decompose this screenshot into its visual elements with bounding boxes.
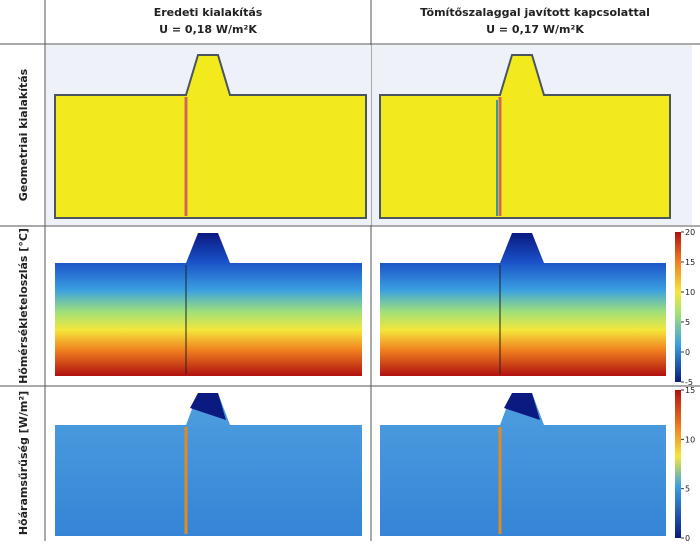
colorbar-tick-label: 15 [685, 386, 695, 395]
colorbar-tick-label: 10 [685, 288, 695, 297]
column-u-value: U = 0,18 W/m²K [159, 23, 257, 36]
colorbar [675, 232, 681, 382]
heat-flux-ridge [190, 393, 226, 420]
heat-flux-field [380, 393, 666, 536]
colorbar-tick-label: 5 [685, 318, 690, 327]
temperature-field [55, 233, 362, 376]
column-title: Eredeti kialakítás [154, 6, 263, 19]
heat-flux-field [55, 393, 362, 536]
geometry-panel [379, 54, 671, 219]
column-u-value: U = 0,17 W/m²K [486, 23, 584, 36]
colorbar-tick-label: 10 [685, 435, 695, 444]
geometry-panel [54, 54, 367, 219]
colorbar-tick-label: 0 [685, 534, 690, 541]
row-label: Hőáramsűrűség [W/m²] [17, 391, 30, 535]
colorbar-tick-label: 20 [685, 228, 695, 237]
colorbar-tick-label: 15 [685, 258, 695, 267]
heat-flux-ridge [504, 393, 540, 420]
row-label: Geometriai kialakítás [17, 68, 30, 201]
column-title: Tömítőszalaggal javított kapcsolattal [420, 6, 650, 19]
colorbar-tick-label: 0 [685, 348, 690, 357]
colorbar [675, 390, 681, 538]
temperature-field [380, 233, 666, 376]
colorbar-tick-label: 5 [685, 485, 690, 494]
colorbar-tick-label: -5 [685, 378, 693, 387]
row-label: Hőmérsékleteloszlás [°C] [17, 228, 30, 384]
